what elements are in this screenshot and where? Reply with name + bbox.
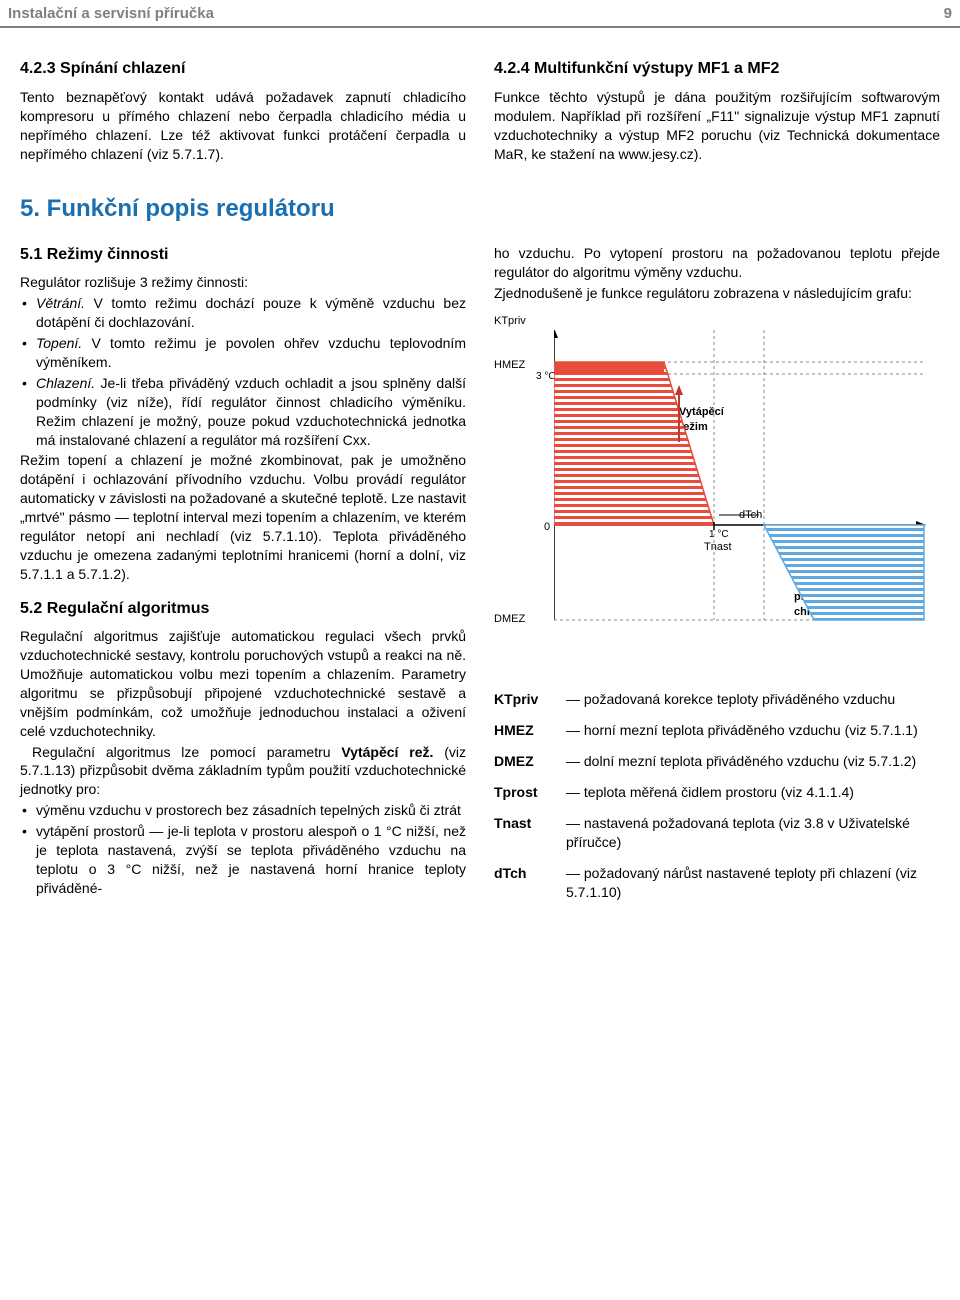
heading-424: 4.2.4 Multifunkční výstupy MF1 a MF2 xyxy=(494,58,940,80)
def-term: KTpriv xyxy=(494,690,566,709)
def-desc: — požadovaný nárůst nastavené teploty př… xyxy=(566,864,940,902)
def-row: KTpriv — požadovaná korekce teploty přiv… xyxy=(494,690,940,709)
list-item: výměnu vzduchu v prostorech bez zásadníc… xyxy=(20,801,466,820)
para-right-2: Zjednodušeně je funkce regulátoru zobraz… xyxy=(494,284,940,303)
def-desc: — teplota měřená čidlem prostoru (viz 4.… xyxy=(566,783,940,802)
bullet-text: V tomto režimu je povolen ohřev vzduchu … xyxy=(36,335,466,370)
heading-5: 5. Funkční popis regulátoru xyxy=(20,193,940,225)
def-term: Tnast xyxy=(494,814,566,852)
section-5-row: 5.1 Režimy činnosti Regulátor rozlišuje … xyxy=(20,244,940,914)
para-52-2: Regulační algoritmus lze pomocí parametr… xyxy=(20,743,466,800)
col-424: 4.2.4 Multifunkční výstupy MF1 a MF2 Fun… xyxy=(494,58,940,165)
bullet-label: Větrání. xyxy=(36,295,85,311)
heading-51: 5.1 Režimy činnosti xyxy=(20,244,466,266)
definitions-table: KTpriv — požadovaná korekce teploty přiv… xyxy=(494,690,940,901)
def-row: DMEZ — dolní mezní teplota přiváděného v… xyxy=(494,752,940,771)
def-term: Tprost xyxy=(494,783,566,802)
chart-label-ktpriv: KTpriv xyxy=(494,314,526,329)
page-header: Instalační a servisní příručka 9 xyxy=(0,0,960,28)
def-row: HMEZ — horní mezní teplota přiváděného v… xyxy=(494,721,940,740)
para-right-1: ho vzduchu. Po vytopení prostoru na poža… xyxy=(494,244,940,282)
frag-bold: Vytápěcí rež. xyxy=(341,744,433,760)
section-4-row: 4.2.3 Spínání chlazení Tento beznapěťový… xyxy=(20,58,940,165)
col-423: 4.2.3 Spínání chlazení Tento beznapěťový… xyxy=(20,58,466,165)
para-423: Tento beznapěťový kontakt udává požadave… xyxy=(20,88,466,164)
heading-423: 4.2.3 Spínání chlazení xyxy=(20,58,466,80)
def-desc: — horní mezní teplota přiváděného vzduch… xyxy=(566,721,940,740)
frag: Regulační algoritmus lze pomocí parametr… xyxy=(32,744,341,760)
def-term: HMEZ xyxy=(494,721,566,740)
chart-label-3c: 3 °C xyxy=(536,370,556,384)
def-term: DMEZ xyxy=(494,752,566,771)
para-52-1: Regulační algoritmus zajišťuje automatic… xyxy=(20,627,466,740)
page-number: 9 xyxy=(944,4,952,24)
col-right: ho vzduchu. Po vytopení prostoru na poža… xyxy=(494,244,940,914)
bullet-text: V tomto režimu dochází pouze k výměně vz… xyxy=(36,295,466,330)
list-item: vytápění prostorů — je-li teplota v pros… xyxy=(20,822,466,898)
bullet-label: Topení. xyxy=(36,335,82,351)
heading-52: 5.2 Regulační algoritmus xyxy=(20,598,466,620)
def-desc: — požadovaná korekce teploty přiváděného… xyxy=(566,690,940,709)
chart-label-hmez: HMEZ xyxy=(494,358,525,373)
regulator-chart: KTpriv HMEZ 3 °C 0 DMEZ 1 °C Tnast dTch … xyxy=(494,310,934,630)
list-51: Větrání. V tomto režimu dochází pouze k … xyxy=(20,294,466,449)
def-desc: — dolní mezní teplota přiváděného vzduch… xyxy=(566,752,940,771)
list-item: Topení. V tomto režimu je povolen ohřev … xyxy=(20,334,466,372)
bullet-text: Je-li třeba přiváděný vzduch ochladit a … xyxy=(36,375,466,448)
chart-label-zero: 0 xyxy=(544,520,550,535)
page-content: 4.2.3 Spínání chlazení Tento beznapěťový… xyxy=(0,28,960,961)
col-left: 5.1 Režimy činnosti Regulátor rozlišuje … xyxy=(20,244,466,914)
header-title: Instalační a servisní příručka xyxy=(8,4,214,24)
list-item: Větrání. V tomto režimu dochází pouze k … xyxy=(20,294,466,332)
chart-label-dmez: DMEZ xyxy=(494,612,525,627)
def-row: dTch — požadovaný nárůst nastavené teplo… xyxy=(494,864,940,902)
bullet-label: Chlazení. xyxy=(36,375,95,391)
list-52: výměnu vzduchu v prostorech bez zásadníc… xyxy=(20,801,466,897)
para-424: Funkce těchto výstupů je dána použitým r… xyxy=(494,88,940,164)
intro-51: Regulátor rozlišuje 3 režimy činnosti: xyxy=(20,273,466,292)
para-51-2: Režim topení a chlazení je možné zkombin… xyxy=(20,451,466,583)
def-desc: — nastavená požadovaná teplota (viz 3.8 … xyxy=(566,814,940,852)
def-row: Tprost — teplota měřená čidlem prostoru … xyxy=(494,783,940,802)
list-item: Chlazení. Je-li třeba přiváděný vzduch o… xyxy=(20,374,466,450)
chart-svg xyxy=(554,330,934,630)
def-term: dTch xyxy=(494,864,566,902)
def-row: Tnast — nastavená požadovaná teplota (vi… xyxy=(494,814,940,852)
